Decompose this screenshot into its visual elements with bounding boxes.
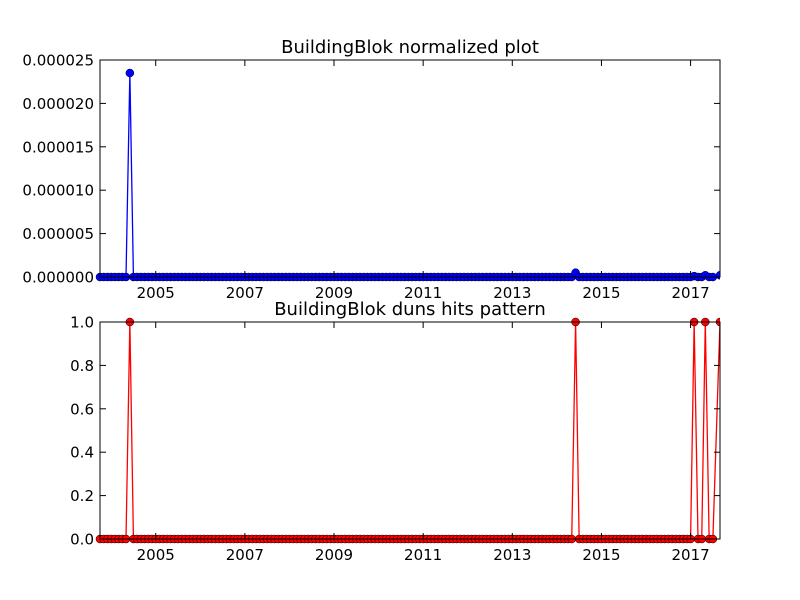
normalized-y-tick-label: 0.000015 [22,138,94,156]
normalized-x-tick-label: 2009 [315,284,353,302]
duns-hits-plot-title: BuildingBlok duns hits pattern [274,299,546,320]
duns-hits-x-tick-label: 2009 [315,546,353,564]
duns-hits-y-tick-label: 0.2 [70,487,94,505]
normalized-plot-title: BuildingBlok normalized plot [281,37,539,58]
normalized-plot: BuildingBlok normalized plot 2005 2007 200… [22,37,721,302]
normalized-x-tick-label: 2015 [582,284,620,302]
duns-hits-plot-frame [99,321,721,540]
duns-hits-series-line [100,321,720,540]
duns-hits-y-tick-label: 0.4 [70,444,94,462]
normalized-y-tick-label: 0.000000 [22,269,94,287]
normalized-y-tick-label: 0.000020 [22,95,94,113]
normalized-x-tick-label: 2017 [671,284,709,302]
duns-hits-x-tick-label: 2013 [493,546,531,564]
normalized-series [95,68,720,282]
normalized-x-tick-label: 2005 [137,284,175,302]
duns-hits-x-tick-label: 2007 [226,546,264,564]
duns-hits-x-tick-label: 2005 [137,546,175,564]
normalized-y-tick-label: 0.000010 [22,182,94,200]
normalized-plot-frame [99,59,721,278]
duns-hits-x-tick-label: 2011 [404,546,442,564]
normalized-y-tick-label: 0.000005 [22,225,94,243]
duns-hits-x-tick-label: 2015 [582,546,620,564]
normalized-x-tick-label: 2007 [226,284,264,302]
duns-hits-y-tick-label: 0.8 [70,357,94,375]
normalized-data-point [125,68,135,78]
normalized-x-tick-label: 2013 [493,284,531,302]
normalized-series-line [100,73,720,278]
duns-hits-x-tick-label: 2017 [671,546,709,564]
duns-hits-plot: BuildingBlok duns hits pattern 2005 2007 2… [70,299,721,564]
duns-hits-y-tick-label: 0.0 [70,531,94,549]
duns-hits-series [95,317,720,544]
duns-hits-y-tick-label: 1.0 [70,314,94,332]
duns-hits-y-tick-label: 0.6 [70,400,94,418]
normalized-y-tick-label: 0.000025 [22,52,94,70]
normalized-x-tick-label: 2011 [404,284,442,302]
